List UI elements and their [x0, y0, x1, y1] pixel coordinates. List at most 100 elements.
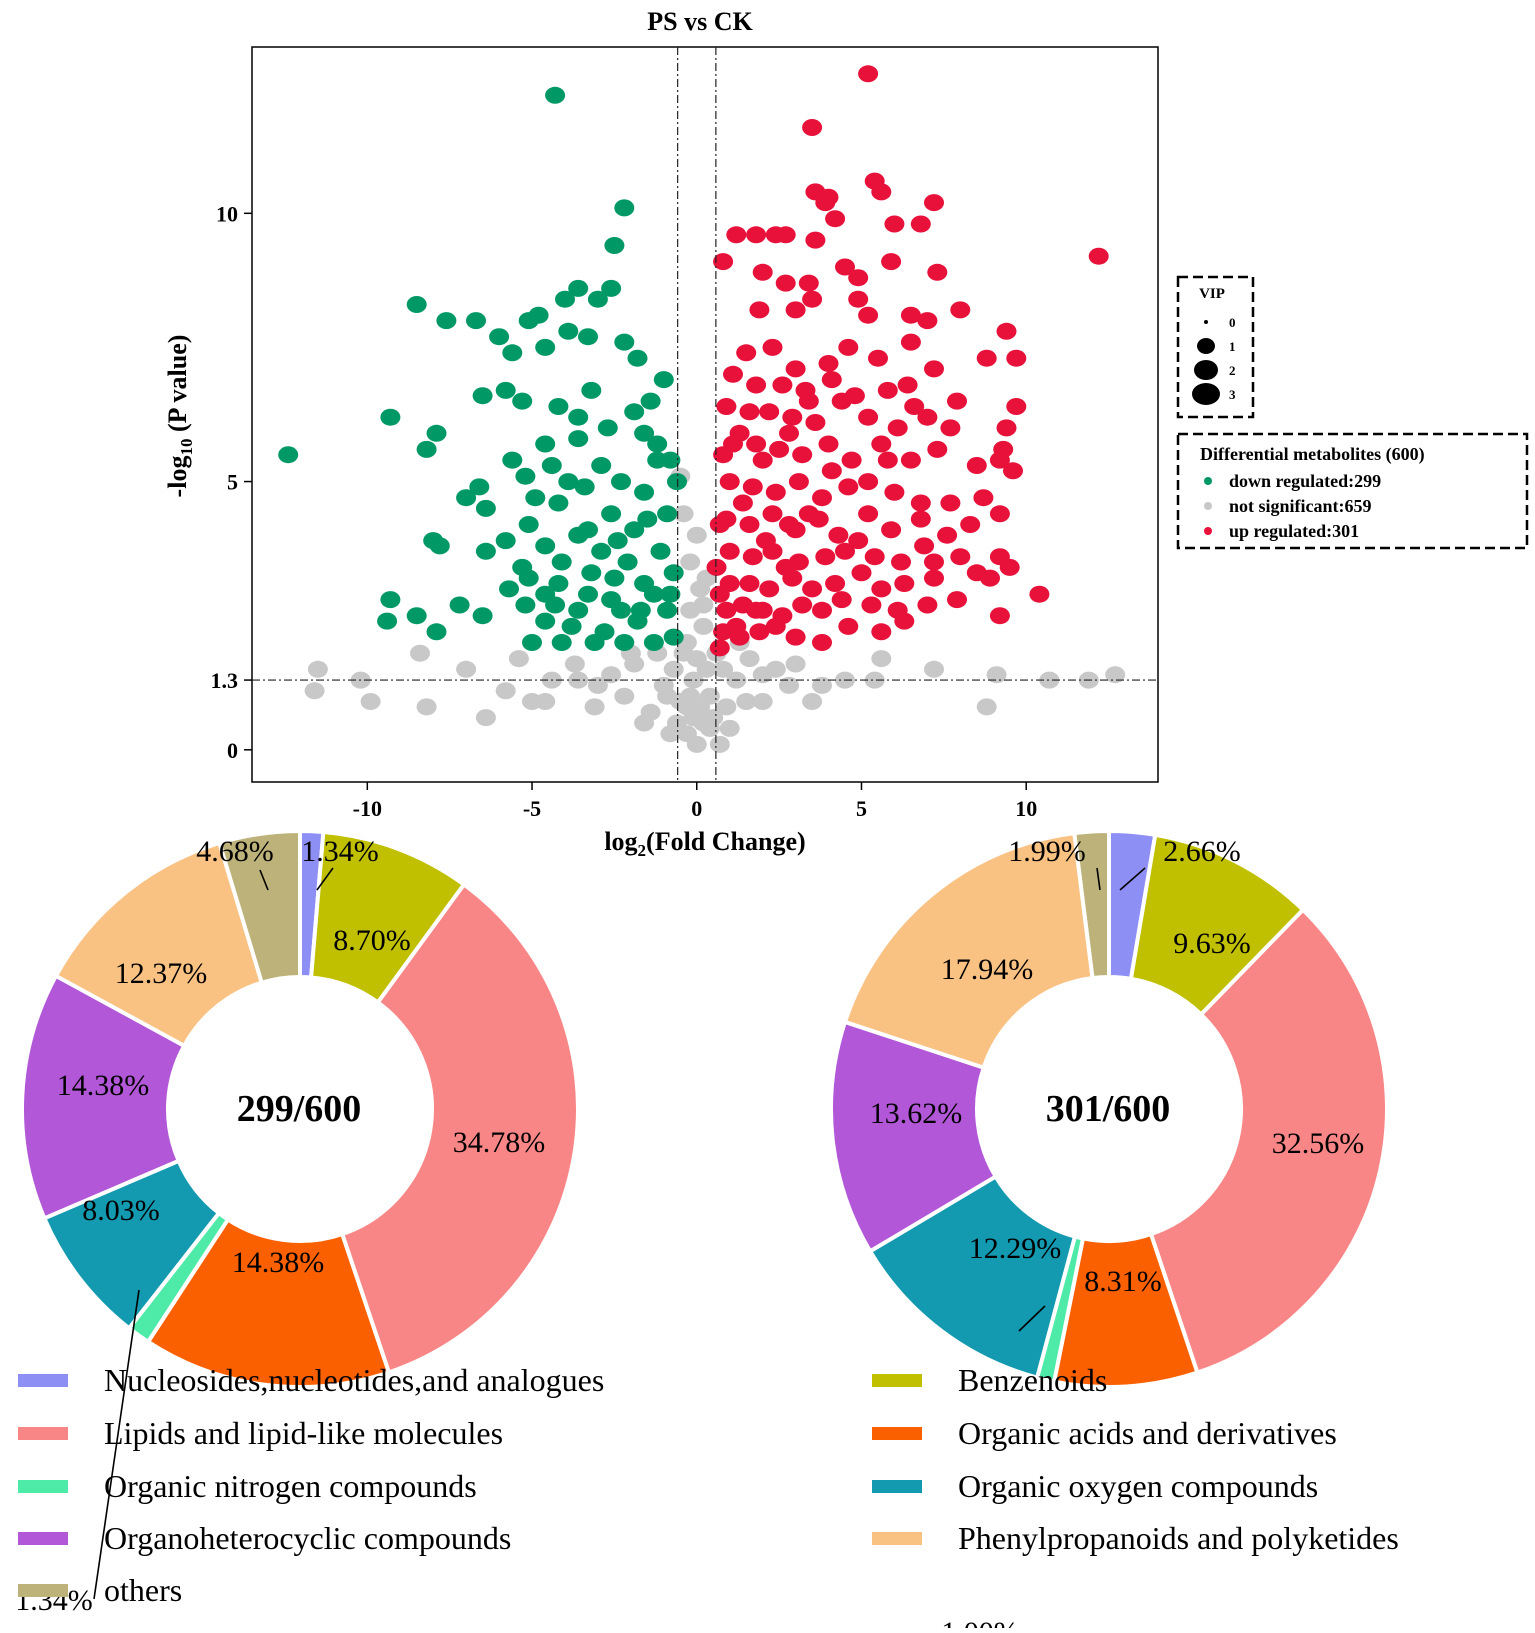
legend-swatch — [872, 1479, 922, 1493]
down-regulated-point — [525, 489, 546, 507]
legend-label: Organic acids and derivatives — [958, 1414, 1337, 1451]
donut-percent-label: 14.38% — [232, 1246, 325, 1279]
up-regulated-point — [858, 505, 879, 523]
down-regulated-point — [469, 478, 490, 496]
up-regulated-point — [805, 231, 826, 249]
up-regulated-point — [775, 274, 796, 292]
up-regulated-point — [726, 617, 747, 635]
up-regulated-point — [779, 516, 799, 533]
up-regulated-point — [821, 371, 842, 389]
up-regulated-point — [999, 558, 1020, 576]
down-regulated-point — [475, 499, 496, 517]
group-legend-dot — [1204, 527, 1212, 535]
down-regulated-point — [568, 601, 589, 619]
donut-percent-label: 12.29% — [969, 1232, 1062, 1265]
up-regulated-point — [706, 558, 727, 576]
legend-entry: Organoheterocyclic compounds — [18, 1518, 511, 1558]
donut-percent-label: 4.68% — [196, 835, 274, 868]
down-regulated-point — [426, 623, 447, 641]
not-significant-point — [686, 735, 707, 753]
down-regulated-point — [528, 306, 549, 324]
down-regulated-point — [578, 585, 598, 603]
down-regulated-point — [574, 478, 595, 496]
not-significant-point — [752, 666, 773, 684]
down-regulated-point — [581, 381, 602, 399]
plot-frame — [251, 46, 1159, 783]
donut-percent-label: 14.38% — [57, 1069, 150, 1102]
up-regulated-point — [1003, 462, 1023, 480]
down-regulated-point — [380, 591, 401, 609]
not-significant-point — [673, 505, 694, 523]
down-regulated-point — [535, 338, 556, 356]
up-regulated-point — [785, 628, 806, 646]
up-regulated-point — [838, 617, 859, 635]
group-legend-label: not significant:659 — [1229, 496, 1372, 516]
up-regulated-point — [746, 226, 767, 244]
not-significant-point — [601, 666, 622, 684]
up-regulated-point — [917, 312, 938, 330]
down-regulated-point — [380, 408, 401, 426]
up-regulated-point — [723, 365, 743, 383]
down-regulated-point — [667, 473, 687, 491]
up-regulated-point — [861, 596, 882, 614]
donut-chart-down: 299/6001.34%8.70%34.78%14.38%1.34%8.03%1… — [15, 828, 581, 1617]
up-regulated-point — [910, 510, 931, 528]
down-regulated-point — [535, 435, 556, 453]
down-regulated-point — [637, 510, 658, 528]
down-regulated-point — [630, 601, 651, 619]
not-significant-point — [663, 660, 684, 678]
up-regulated-point — [765, 483, 786, 501]
legend-label: Benzenoids — [958, 1361, 1108, 1398]
down-regulated-point — [663, 628, 684, 646]
up-regulated-point — [713, 446, 734, 464]
down-regulated-point — [472, 607, 493, 625]
up-regulated-point — [779, 424, 799, 442]
up-regulated-point — [838, 338, 859, 356]
donut-percent-label: 13.62% — [870, 1097, 963, 1130]
up-regulated-point — [924, 553, 944, 571]
donut-percent-label: 34.78% — [453, 1126, 546, 1159]
not-significant-point — [693, 596, 714, 614]
up-regulated-point — [732, 494, 753, 512]
up-regulated-point — [924, 194, 944, 212]
up-regulated-point — [742, 478, 763, 496]
legend-entry: Nucleosides,nucleotides,and analogues — [18, 1360, 604, 1400]
down-regulated-point — [449, 596, 470, 614]
up-regulated-point — [818, 355, 839, 372]
down-regulated-point — [551, 553, 572, 571]
down-regulated-point — [624, 521, 645, 539]
up-regulated-point — [742, 548, 763, 566]
down-regulated-point — [558, 322, 579, 340]
down-regulated-point — [377, 612, 398, 630]
down-regulated-point — [522, 634, 542, 651]
not-significant-point — [475, 709, 496, 727]
not-significant-point — [686, 650, 707, 668]
up-regulated-point — [798, 505, 819, 523]
x-tick-label: -10 — [353, 796, 382, 821]
not-significant-point — [739, 650, 760, 668]
up-regulated-point — [825, 210, 846, 228]
down-regulated-point — [561, 617, 582, 635]
down-regulated-point — [558, 473, 579, 491]
not-significant-point — [683, 671, 704, 689]
legend-label: Nucleosides,nucleotides,and analogues — [104, 1361, 605, 1398]
up-regulated-point — [719, 542, 740, 560]
down-regulated-point — [643, 634, 664, 651]
not-significant-point — [495, 682, 516, 700]
vip-legend-title: VIP — [1199, 286, 1225, 302]
donut-percent-label: 17.94% — [941, 953, 1034, 986]
up-regulated-point — [716, 398, 737, 415]
legend-swatch — [18, 1426, 68, 1440]
up-regulated-point — [785, 360, 806, 378]
not-significant-point — [535, 693, 556, 710]
not-significant-point — [864, 671, 885, 689]
up-regulated-point — [762, 505, 783, 523]
up-regulated-point — [835, 258, 855, 276]
legend-entry: Lipids and lipid-like molecules — [18, 1413, 503, 1453]
up-regulated-point — [709, 639, 730, 657]
up-regulated-point — [841, 451, 862, 469]
down-regulated-point — [591, 542, 612, 560]
up-regulated-point — [900, 333, 921, 351]
down-regulated-point — [545, 86, 566, 104]
legend-entry: Organic acids and derivatives — [872, 1413, 1337, 1453]
